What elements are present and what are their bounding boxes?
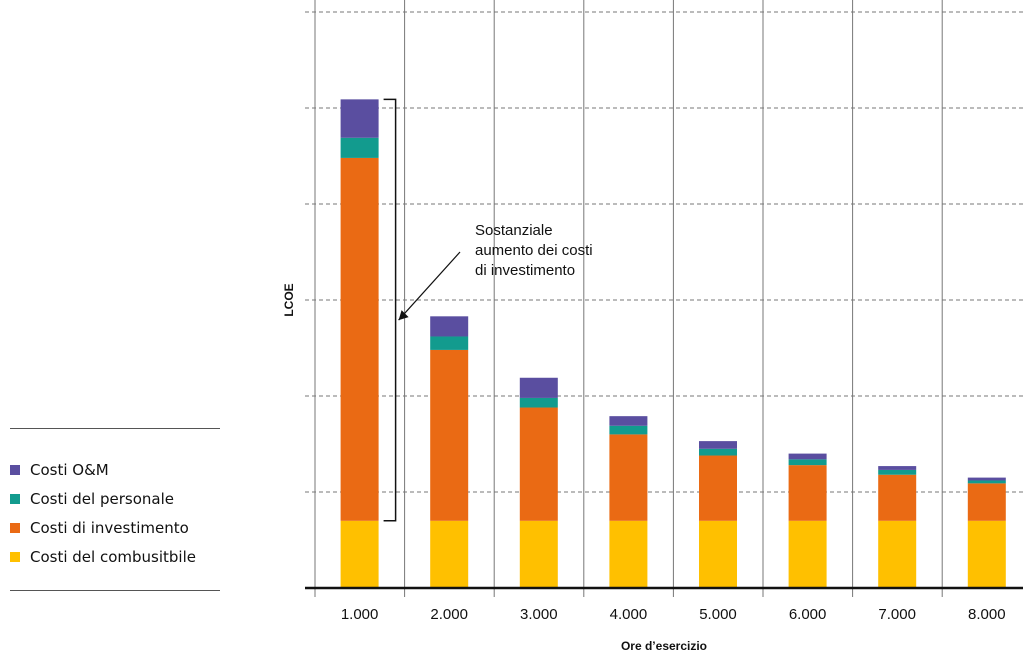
annotation-bracket xyxy=(383,98,397,522)
annotation-text-line: di investimento xyxy=(475,262,575,279)
bar-segment xyxy=(340,99,379,138)
legend-swatch xyxy=(10,493,20,504)
bar-segment xyxy=(519,397,558,408)
bar-segment xyxy=(788,520,827,588)
legend-swatch xyxy=(10,464,20,475)
x-tick-label: 4.000 xyxy=(610,606,648,623)
bar-segment xyxy=(609,434,648,521)
x-tick-label: 7.000 xyxy=(878,606,916,623)
legend-swatch xyxy=(10,551,20,562)
legend-label: Costi del personale xyxy=(30,489,174,508)
bar-segment xyxy=(699,520,737,588)
legend-item: Costi del combusitbile xyxy=(10,542,220,571)
bar-segment xyxy=(967,477,1006,481)
legend-label: Costi del combusitbile xyxy=(30,547,196,566)
legend-bottom-rule xyxy=(10,590,220,591)
gridlines xyxy=(305,0,1023,597)
x-tick-label: 6.000 xyxy=(789,606,827,623)
bar-segment xyxy=(340,520,379,588)
bar-segment xyxy=(340,137,379,158)
legend-item: Costi O&M xyxy=(10,455,220,484)
bar-segment xyxy=(878,474,917,521)
legend-item: Costi di investimento xyxy=(10,513,220,542)
legend-item: Costi del personale xyxy=(10,484,220,513)
bar-segment xyxy=(430,520,469,588)
bar-segment xyxy=(519,407,558,521)
bar-segment xyxy=(699,448,737,456)
bars xyxy=(340,99,1006,588)
bar-segment xyxy=(878,520,917,588)
bar-segment xyxy=(430,349,469,521)
bar-segment xyxy=(519,377,558,398)
annotation: Sostanziale aumento dei costi di investime… xyxy=(383,98,593,522)
bar-segment xyxy=(788,453,827,460)
annotation-arrow-line xyxy=(398,251,461,321)
x-tick-label: 5.000 xyxy=(699,606,737,623)
bar-segment xyxy=(519,520,558,588)
annotation-text-line: Sostanziale xyxy=(475,222,553,239)
bar-segment xyxy=(967,520,1006,588)
x-tick-label: 8.000 xyxy=(968,606,1006,623)
legend-label: Costi O&M xyxy=(30,460,109,479)
x-axis: 1.000 2.000 3.000 4.000 5.000 6.000 7.000 8.000 xyxy=(305,586,1023,623)
bar-segment xyxy=(340,157,379,521)
x-tick-label: 2.000 xyxy=(430,606,468,623)
legend-label: Costi di investimento xyxy=(30,518,189,537)
legend-top-rule xyxy=(10,428,220,429)
legend: Costi O&M Costi del personale Costi di inv… xyxy=(10,455,220,571)
y-axis-label: LCOE xyxy=(282,283,296,316)
bar-segment xyxy=(788,465,827,521)
bar-segment xyxy=(878,466,917,470)
x-tick-label: 1.000 xyxy=(341,606,379,623)
bar-segment xyxy=(967,483,1006,521)
bar-segment xyxy=(878,469,917,475)
bar-segment xyxy=(699,441,737,449)
bar-segment xyxy=(788,459,827,466)
bar-segment xyxy=(430,336,469,350)
bar-segment xyxy=(609,520,648,588)
annotation-text-line: aumento dei costi xyxy=(475,242,593,259)
legend-swatch xyxy=(10,522,20,533)
x-axis-label: Ore d’esercizio xyxy=(621,639,707,653)
bar-segment xyxy=(609,425,648,435)
bar-segment xyxy=(967,480,1006,484)
x-tick-label: 3.000 xyxy=(520,606,558,623)
bar-segment xyxy=(430,316,469,337)
bar-segment xyxy=(699,455,737,521)
bar-segment xyxy=(609,416,648,426)
annotation-arrow-head xyxy=(398,310,409,321)
